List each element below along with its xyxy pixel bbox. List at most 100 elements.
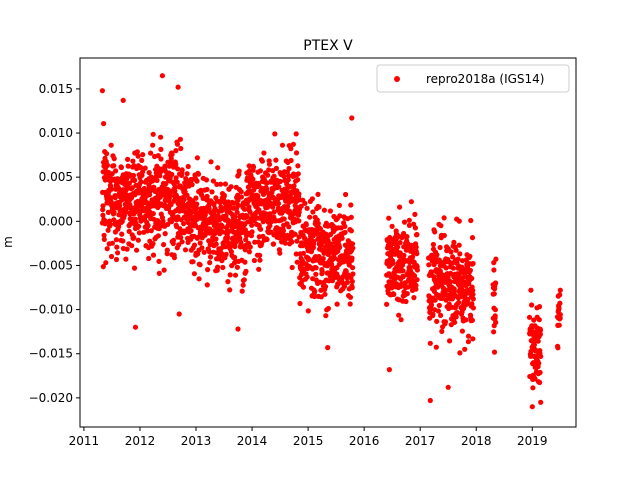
data-point bbox=[151, 184, 157, 190]
data-point bbox=[155, 233, 161, 239]
data-point bbox=[250, 176, 256, 182]
data-point bbox=[243, 268, 249, 274]
chart-title: PTEX V bbox=[303, 38, 353, 54]
data-point bbox=[459, 328, 465, 334]
data-point bbox=[453, 314, 459, 320]
legend-label: repro2018a (IGS14) bbox=[426, 72, 544, 86]
data-point bbox=[250, 164, 257, 170]
data-point bbox=[130, 158, 136, 164]
data-point bbox=[219, 224, 225, 230]
data-point bbox=[214, 181, 220, 187]
data-point bbox=[470, 287, 476, 293]
data-point bbox=[350, 245, 356, 251]
data-point bbox=[261, 150, 267, 156]
data-point bbox=[107, 221, 113, 227]
data-point bbox=[451, 286, 457, 292]
data-point bbox=[389, 223, 395, 229]
data-point bbox=[344, 279, 350, 285]
data-point bbox=[113, 168, 119, 174]
y-tick-label: 0.015 bbox=[39, 82, 73, 96]
data-point bbox=[129, 185, 135, 191]
data-point bbox=[241, 206, 248, 212]
data-point bbox=[327, 208, 333, 214]
data-point bbox=[178, 145, 184, 152]
data-point bbox=[470, 291, 476, 297]
data-point bbox=[536, 317, 542, 323]
data-point bbox=[225, 279, 231, 285]
data-point bbox=[411, 273, 418, 279]
data-point bbox=[286, 173, 292, 179]
data-point bbox=[156, 258, 162, 264]
y-tick-label: 0.000 bbox=[39, 214, 73, 228]
x-tick-label: 2018 bbox=[461, 434, 492, 448]
data-point bbox=[438, 223, 444, 229]
data-point bbox=[404, 234, 410, 240]
data-point bbox=[290, 141, 296, 147]
data-point bbox=[125, 163, 131, 169]
data-point bbox=[235, 202, 241, 208]
data-point bbox=[242, 259, 248, 265]
data-point bbox=[162, 231, 168, 237]
data-point bbox=[305, 308, 311, 314]
x-axis: 2011 2012 2013 2014 2015 2016 2017 2018 2019 bbox=[69, 427, 548, 448]
data-point bbox=[325, 345, 331, 351]
data-point bbox=[131, 235, 137, 241]
data-point bbox=[401, 252, 407, 258]
data-point bbox=[175, 166, 181, 172]
data-point bbox=[491, 349, 498, 355]
data-point bbox=[414, 267, 420, 273]
data-point bbox=[191, 271, 197, 277]
data-point bbox=[342, 223, 348, 229]
data-point bbox=[412, 225, 418, 231]
data-point bbox=[537, 327, 544, 333]
data-point bbox=[323, 284, 329, 290]
data-point bbox=[173, 161, 179, 167]
data-point bbox=[264, 236, 270, 243]
data-point bbox=[312, 293, 318, 300]
data-point bbox=[220, 229, 226, 235]
data-point bbox=[491, 291, 497, 297]
data-point bbox=[445, 384, 451, 390]
data-point bbox=[104, 196, 110, 202]
data-point bbox=[169, 171, 175, 178]
data-point bbox=[339, 235, 345, 241]
data-point bbox=[493, 256, 499, 262]
data-point bbox=[228, 249, 234, 255]
data-point bbox=[111, 209, 117, 215]
data-point bbox=[427, 340, 433, 346]
data-point bbox=[315, 220, 321, 227]
data-point bbox=[406, 222, 412, 228]
data-point bbox=[293, 150, 300, 156]
data-point bbox=[492, 307, 498, 313]
data-point bbox=[399, 235, 405, 241]
data-point bbox=[447, 278, 453, 285]
data-point bbox=[342, 229, 348, 235]
data-point bbox=[350, 265, 356, 271]
data-point bbox=[388, 242, 394, 248]
data-point bbox=[116, 223, 122, 230]
data-point bbox=[289, 239, 295, 245]
data-point bbox=[120, 97, 126, 103]
data-point bbox=[108, 195, 114, 201]
data-point bbox=[176, 311, 182, 317]
data-point bbox=[131, 265, 138, 271]
data-point bbox=[257, 252, 263, 258]
data-point bbox=[215, 165, 221, 171]
legend-box bbox=[376, 64, 570, 93]
data-point bbox=[457, 350, 463, 356]
data-point bbox=[190, 259, 196, 265]
data-point bbox=[386, 215, 392, 221]
data-point bbox=[227, 272, 233, 278]
data-point bbox=[288, 157, 294, 164]
data-point bbox=[238, 189, 244, 195]
data-point bbox=[465, 339, 471, 345]
data-point bbox=[194, 178, 200, 184]
data-point bbox=[556, 306, 562, 312]
data-point bbox=[279, 142, 286, 148]
data-point bbox=[208, 159, 214, 165]
data-point bbox=[432, 297, 438, 303]
data-point bbox=[292, 231, 298, 237]
data-point bbox=[234, 264, 240, 270]
data-point bbox=[443, 297, 449, 303]
data-point bbox=[300, 284, 307, 290]
